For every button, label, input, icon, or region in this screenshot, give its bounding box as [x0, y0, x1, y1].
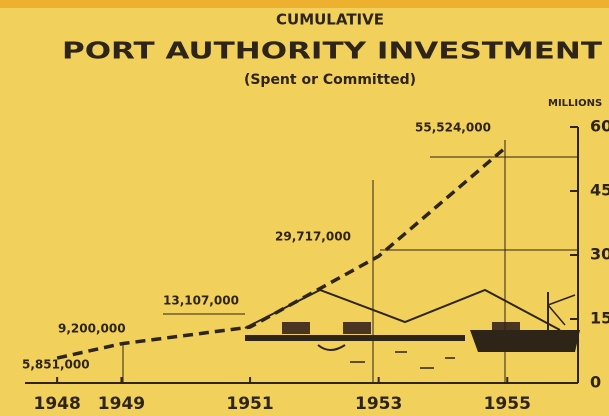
x-tick-label: 1953 [355, 394, 402, 414]
value-label: 55,524,000 [415, 121, 491, 135]
pretitle: CUMULATIVE [276, 11, 384, 29]
x-tick-label: 1951 [226, 394, 273, 414]
data-line [56, 144, 509, 360]
chart-title: PORT AUTHORITY INVESTMENT [62, 39, 602, 65]
x-tick-label: 1955 [484, 394, 531, 414]
x-tick-label: 1948 [33, 394, 80, 414]
y-tick-label: 15 [590, 309, 609, 328]
y-tick-label: 0 [590, 373, 601, 392]
value-label: 9,200,000 [58, 322, 126, 336]
value-label: 29,717,000 [275, 230, 351, 244]
y-axis-label: MILLIONS [548, 98, 602, 109]
x-tick-label: 1949 [98, 394, 145, 414]
y-tick-label: 30 [590, 245, 609, 264]
y-tick-label: 60 [590, 117, 609, 136]
top-band [0, 0, 609, 8]
y-tick-label: 45 [590, 181, 609, 200]
value-label: 5,851,000 [22, 358, 90, 372]
subtitle: (Spent or Committed) [244, 72, 416, 88]
value-label: 13,107,000 [163, 294, 239, 308]
